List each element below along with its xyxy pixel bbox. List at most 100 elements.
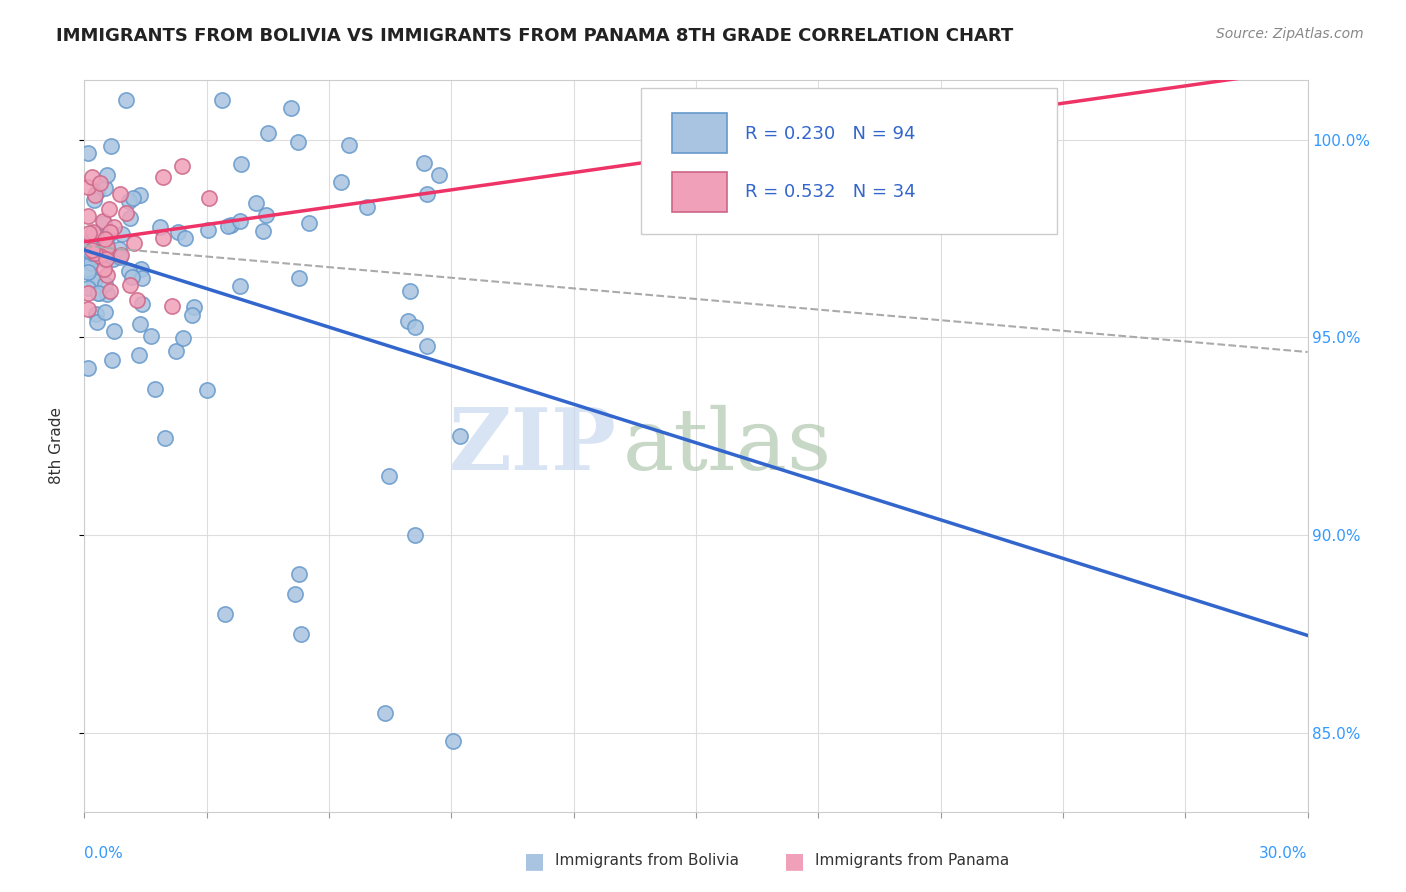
Point (396, 314, 419, 328)
Text: R = 0.532   N = 34: R = 0.532 N = 34 (745, 183, 915, 202)
Point (82, 169, 104, 184)
Point (128, 348, 150, 362)
Point (848, 127, 870, 141)
Text: ■: ■ (524, 851, 544, 871)
Point (96, 168, 118, 182)
Point (101, 353, 124, 368)
Point (449, 429, 471, 443)
Point (77, 281, 100, 295)
Point (83, 271, 105, 285)
Text: atlas: atlas (623, 404, 832, 488)
Point (87, 285, 110, 300)
Point (214, 607, 236, 621)
Point (96, 287, 118, 301)
Text: Immigrants from Bolivia: Immigrants from Bolivia (555, 854, 740, 868)
Point (79, 256, 101, 270)
Point (183, 300, 205, 314)
Point (98, 226, 121, 240)
Text: Immigrants from Panama: Immigrants from Panama (815, 854, 1010, 868)
Point (404, 528, 426, 542)
Point (77, 301, 100, 316)
Point (108, 242, 131, 256)
Point (412, 156, 434, 170)
Point (103, 325, 125, 339)
Point (219, 219, 242, 233)
Point (87, 250, 110, 264)
Point (118, 211, 141, 226)
Point (97, 202, 120, 217)
Point (172, 159, 194, 173)
Point (416, 187, 439, 202)
Point (131, 271, 153, 285)
Point (254, 208, 277, 222)
Point (86, 285, 108, 300)
Point (89, 177, 111, 191)
Point (152, 231, 174, 245)
Point (245, 196, 267, 211)
Point (399, 285, 422, 299)
Point (149, 219, 172, 234)
Point (429, 168, 451, 182)
Point (211, 93, 233, 107)
Point (356, 200, 378, 214)
Point (98, 284, 121, 298)
Point (122, 236, 145, 251)
Point (257, 126, 280, 140)
Point (287, 135, 309, 149)
Point (110, 187, 132, 202)
Point (93, 261, 115, 276)
Text: 0.0%: 0.0% (84, 847, 124, 862)
Point (93, 216, 115, 230)
Point (127, 293, 149, 307)
Point (129, 188, 152, 202)
Point (86, 227, 108, 241)
Point (94, 180, 117, 194)
Point (165, 343, 187, 358)
Point (160, 299, 183, 313)
Point (121, 191, 143, 205)
Point (83, 274, 105, 288)
Point (77, 285, 100, 300)
Point (77, 264, 100, 278)
Point (288, 567, 311, 582)
Point (96, 268, 118, 282)
Point (97, 244, 120, 259)
Point (77, 227, 100, 241)
Point (121, 270, 143, 285)
Point (100, 138, 122, 153)
Point (83, 193, 105, 207)
Point (84, 245, 107, 260)
Text: ■: ■ (785, 851, 804, 871)
Point (77, 262, 100, 277)
Text: ZIP: ZIP (449, 404, 616, 488)
Point (441, 733, 464, 747)
Point (181, 308, 204, 322)
Point (77, 145, 100, 160)
Point (77, 235, 100, 249)
Point (197, 223, 219, 237)
Point (91, 213, 114, 227)
Point (101, 252, 124, 266)
Point (377, 468, 399, 483)
Point (252, 224, 274, 238)
Point (129, 262, 152, 277)
Point (96, 240, 118, 254)
Point (217, 219, 239, 233)
Point (83, 244, 105, 259)
Point (108, 250, 131, 264)
Text: R = 0.230   N = 94: R = 0.230 N = 94 (745, 125, 915, 143)
Point (96, 231, 118, 245)
Point (167, 225, 190, 239)
Point (115, 206, 138, 220)
Point (82, 246, 104, 260)
Point (139, 329, 162, 343)
Point (131, 296, 153, 310)
Point (229, 279, 252, 293)
FancyBboxPatch shape (672, 171, 727, 212)
Point (96, 252, 118, 267)
Point (374, 706, 396, 720)
Text: 30.0%: 30.0% (1260, 847, 1308, 862)
Point (330, 175, 353, 189)
Point (82, 225, 104, 239)
Point (172, 331, 194, 345)
